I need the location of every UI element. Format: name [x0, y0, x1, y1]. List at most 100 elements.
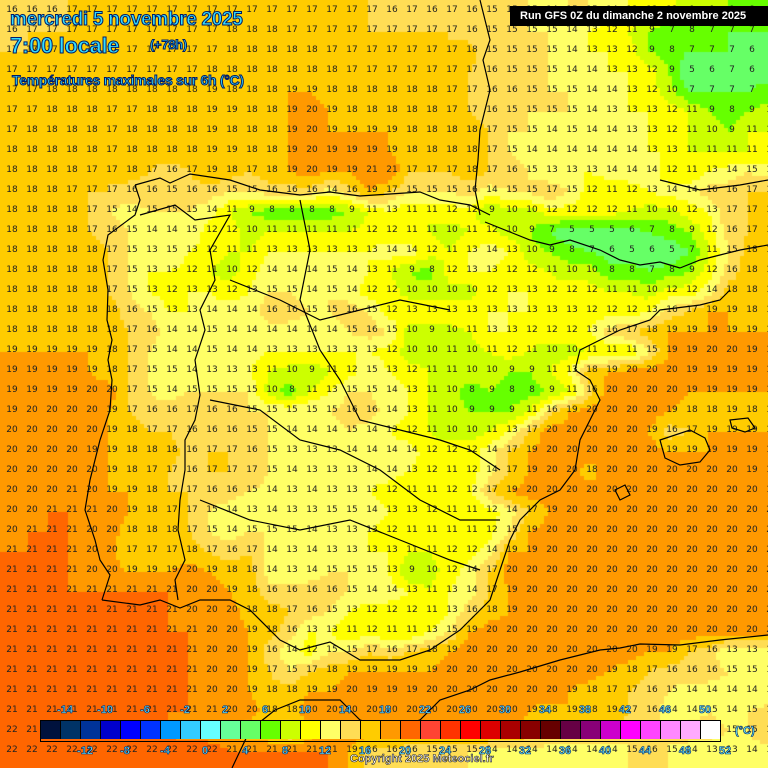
- temperature-value: 17: [386, 185, 398, 195]
- temperature-value: 18: [26, 125, 38, 135]
- temperature-value: 18: [186, 145, 198, 155]
- temperature-value: 17: [246, 465, 258, 475]
- temperature-value: 12: [426, 465, 438, 475]
- temperature-value: 15: [126, 225, 138, 235]
- temperature-value: 13: [606, 105, 618, 115]
- temperature-value: 21: [26, 705, 38, 715]
- temperature-value: 17: [86, 185, 98, 195]
- temperature-value: 20: [86, 565, 98, 575]
- temperature-value: 18: [426, 85, 438, 95]
- legend-tick-label: 24: [438, 745, 452, 758]
- temperature-value: 13: [306, 625, 318, 635]
- temperature-value: 22: [206, 745, 218, 755]
- temperature-value: 17: [326, 45, 338, 55]
- temperature-value: 18: [266, 85, 278, 95]
- temperature-value: 17: [186, 165, 198, 175]
- temperature-value: 20: [566, 505, 578, 515]
- temperature-value: 16: [426, 5, 438, 15]
- temperature-value: 14: [366, 425, 378, 435]
- temperature-value: 21: [166, 605, 178, 615]
- temperature-value: 6: [749, 65, 755, 75]
- temperature-value: 18: [86, 245, 98, 255]
- temperature-value: 11: [526, 345, 538, 355]
- temperature-value: 11: [426, 405, 438, 415]
- temperature-value: 13: [166, 265, 178, 275]
- temperature-value: 20: [706, 585, 718, 595]
- temperature-value: 11: [426, 385, 438, 395]
- legend-tick-label: 40: [598, 745, 612, 758]
- temperature-value: 12: [466, 465, 478, 475]
- temperature-value: 17: [186, 45, 198, 55]
- legend-tick-label: 20: [398, 745, 412, 758]
- temperature-value: 17: [762, 200, 768, 220]
- temperature-value: 21: [46, 645, 58, 655]
- temperature-value: 19: [326, 145, 338, 155]
- copyright-notice: Copyright 2025 Meteociel.fr: [350, 753, 494, 766]
- temperature-value: 20: [486, 625, 498, 635]
- temperature-value: 18: [226, 85, 238, 95]
- temperature-value: 6: [629, 225, 635, 235]
- temperature-value: 17: [386, 25, 398, 35]
- temperature-value: 20: [86, 485, 98, 495]
- temperature-value: 17: [106, 45, 118, 55]
- temperature-value: 18: [686, 405, 698, 415]
- temperature-value: 18: [246, 585, 258, 595]
- temperature-value: 17: [246, 5, 258, 15]
- temperature-value: 20: [646, 365, 658, 375]
- temperature-value: 15: [206, 525, 218, 535]
- temperature-value: 19: [526, 445, 538, 455]
- temperature-value: 9: [729, 125, 735, 135]
- temperature-value: 10: [446, 425, 458, 435]
- temperature-value: 19: [762, 440, 768, 460]
- temperature-value: 20: [6, 445, 18, 455]
- temperature-value: 13: [406, 585, 418, 595]
- temperature-value: 18: [146, 505, 158, 515]
- temperature-value: 16: [306, 185, 318, 195]
- temperature-value: 17: [126, 325, 138, 335]
- temperature-value: 21: [106, 605, 118, 615]
- legend-swatch: [601, 721, 621, 739]
- temperature-value: 19: [166, 565, 178, 575]
- temperature-value: 17: [66, 5, 78, 15]
- temperature-value: 15: [326, 405, 338, 415]
- temperature-value: 15: [266, 525, 278, 535]
- temperature-value: 13: [366, 485, 378, 495]
- temperature-value: 21: [106, 585, 118, 595]
- temperature-value: 18: [746, 285, 758, 295]
- temperature-value: 20: [646, 405, 658, 415]
- temperature-value: 20: [546, 625, 558, 635]
- temperature-value: 13: [406, 305, 418, 315]
- temperature-value: 21: [126, 585, 138, 595]
- temperature-value: 20: [746, 525, 758, 535]
- temperature-value: 16: [286, 625, 298, 635]
- temperature-value: 18: [406, 145, 418, 155]
- temperature-value: 18: [346, 85, 358, 95]
- temperature-value: 20: [606, 545, 618, 555]
- temperature-value: 16: [486, 65, 498, 75]
- temperature-value: 17: [106, 185, 118, 195]
- temperature-value: 19: [206, 145, 218, 155]
- temperature-value: 14: [506, 505, 518, 515]
- temperature-value: 6: [709, 65, 715, 75]
- temperature-value: 16: [226, 545, 238, 555]
- temperature-value: 20: [186, 605, 198, 615]
- temperature-value: 14: [326, 425, 338, 435]
- temperature-value: 16: [266, 585, 278, 595]
- temperature-value: 20: [606, 425, 618, 435]
- temperature-value: 11: [586, 345, 598, 355]
- temperature-value: 16: [226, 405, 238, 415]
- temperature-value: 21: [186, 645, 198, 655]
- temperature-value: 17: [446, 85, 458, 95]
- temperature-value: 16: [166, 405, 178, 415]
- temperature-value: 21: [106, 665, 118, 675]
- temperature-value: 19: [746, 385, 758, 395]
- temperature-value: 12: [686, 205, 698, 215]
- temperature-value: 21: [66, 705, 78, 715]
- temperature-value: 19: [206, 165, 218, 175]
- temperature-value: 8: [609, 265, 615, 275]
- temperature-value: 15: [486, 45, 498, 55]
- temperature-value: 14: [606, 145, 618, 155]
- temperature-value: 15: [306, 305, 318, 315]
- temperature-value: 16: [726, 225, 738, 235]
- temperature-value: 7: [729, 65, 735, 75]
